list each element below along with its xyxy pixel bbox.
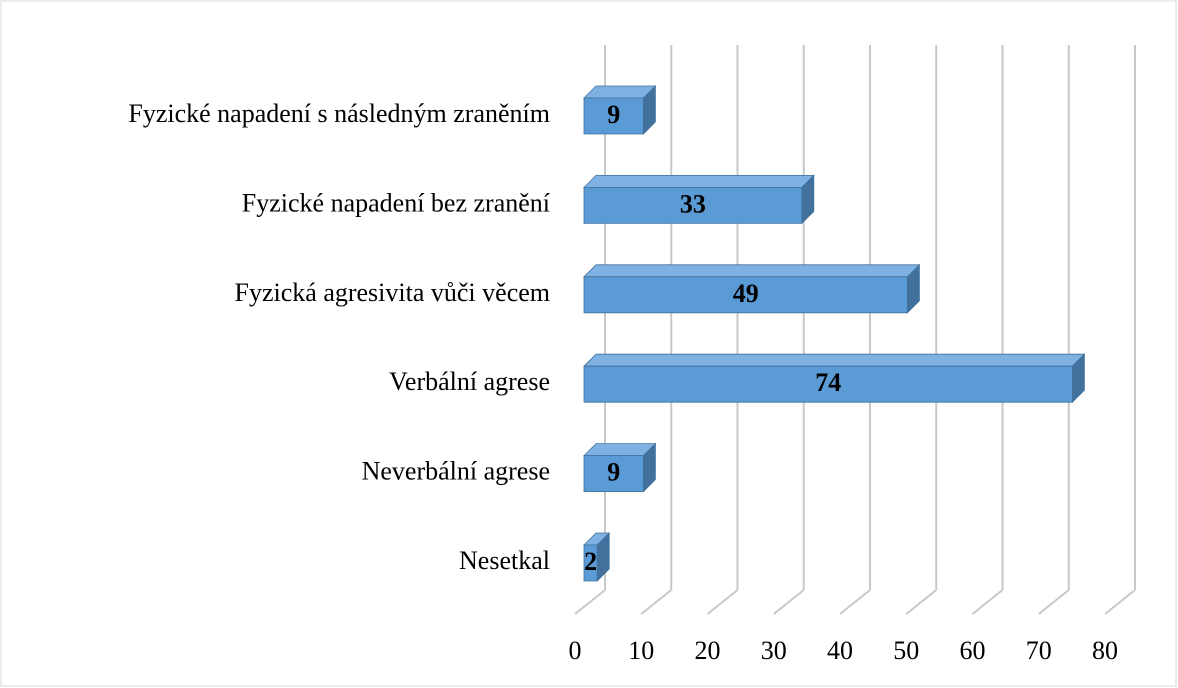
- x-tick-label: 0: [569, 636, 582, 665]
- x-tick-label: 10: [628, 636, 654, 665]
- bar-front: [583, 276, 908, 314]
- x-tick-label: 50: [893, 636, 919, 665]
- x-tick-label: 30: [761, 636, 787, 665]
- category-label: Fyzické napadení s následným zraněním: [128, 99, 550, 128]
- bar: [583, 532, 611, 582]
- category-label: Neverbální agrese: [362, 457, 550, 486]
- bar: [583, 263, 921, 314]
- bar: [583, 353, 1086, 404]
- bar-front: [583, 186, 803, 224]
- floor-line: [706, 589, 739, 615]
- category-label: Fyzická agresivita vůči věcem: [235, 278, 550, 307]
- floor-line: [574, 589, 606, 615]
- bar: [583, 174, 815, 225]
- x-tick-label: 60: [960, 636, 986, 665]
- bar-top: [583, 353, 1086, 367]
- bar: [583, 85, 657, 135]
- floor-line: [1038, 589, 1070, 615]
- floor-line: [839, 589, 871, 615]
- bar-top: [583, 264, 921, 278]
- x-tick-label: 80: [1092, 636, 1118, 665]
- bar-front: [583, 365, 1073, 403]
- floor-line: [971, 589, 1004, 615]
- value-label: 2: [584, 547, 597, 576]
- bar-top: [583, 174, 815, 188]
- value-label: 49: [733, 279, 759, 308]
- bar-front: [583, 97, 644, 135]
- floor-line: [640, 589, 672, 615]
- x-tick-label: 40: [827, 636, 853, 665]
- x-tick-label: 70: [1026, 636, 1052, 665]
- bar-front: [583, 455, 644, 493]
- bar: [583, 442, 657, 493]
- x-tick-label: 20: [695, 636, 721, 665]
- bar-front: [583, 544, 598, 582]
- value-label: 33: [680, 189, 706, 218]
- category-label: Verbální agrese: [389, 367, 550, 396]
- floor-line: [773, 589, 805, 615]
- value-label: 9: [607, 100, 620, 129]
- category-label: Nesetkal: [459, 546, 550, 575]
- value-label: 9: [607, 458, 620, 487]
- category-label: Fyzické napadení bez zranění: [242, 188, 550, 217]
- floor-line: [1104, 589, 1136, 615]
- value-label: 74: [815, 368, 841, 397]
- floor-line: [905, 589, 937, 615]
